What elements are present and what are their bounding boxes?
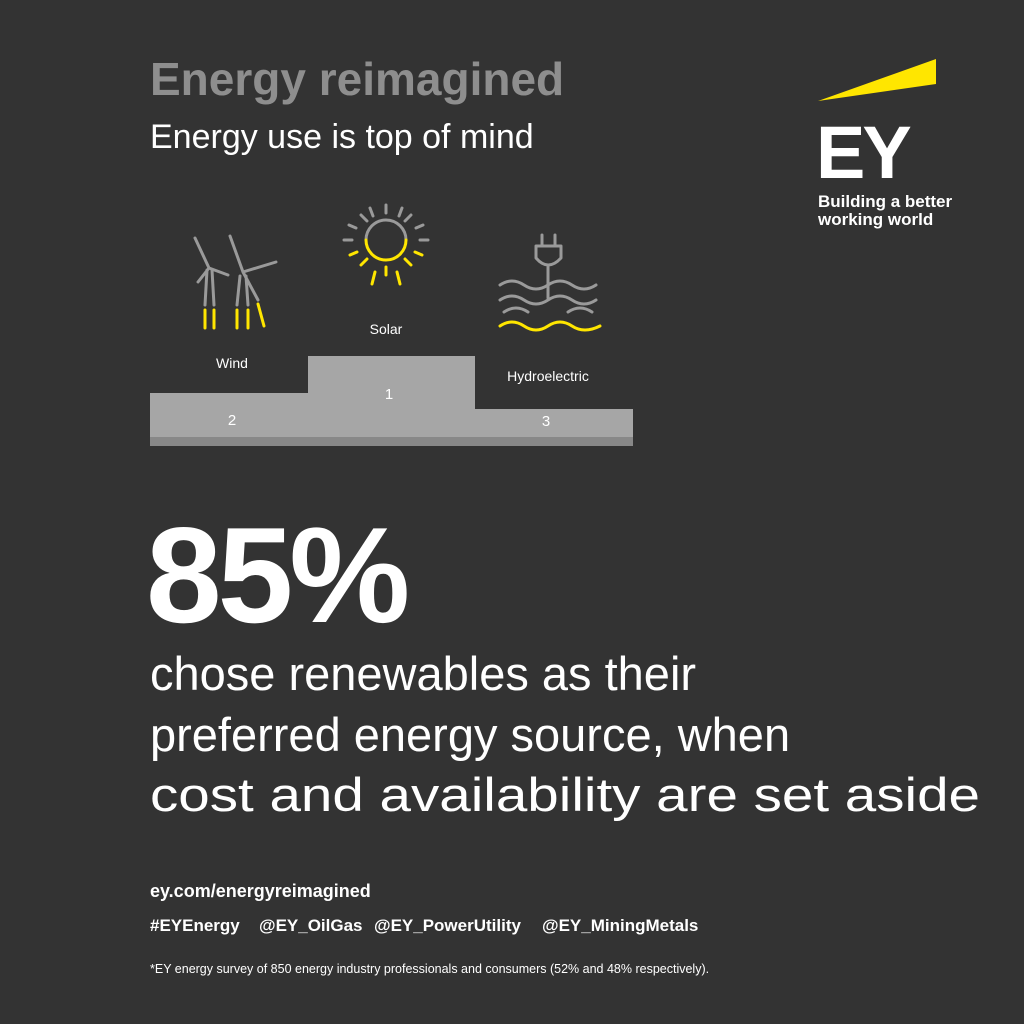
hydro-icon <box>498 233 602 332</box>
podium <box>150 356 633 446</box>
podium-rank: 1 <box>385 386 393 403</box>
podium-rank: 2 <box>228 412 236 429</box>
podium-label: Solar <box>370 321 403 337</box>
footer-tag[interactable]: @EY_MiningMetals <box>542 916 698 935</box>
stat-description: cost and availability are set aside <box>150 768 980 821</box>
footer-tag[interactable]: @EY_OilGas <box>259 916 363 935</box>
footer-tag[interactable]: @EY_PowerUtility <box>374 916 521 935</box>
wind-icon <box>193 234 278 330</box>
podium-base <box>150 437 633 446</box>
podium-step <box>308 356 475 446</box>
title: Energy reimagined <box>150 53 564 105</box>
podium-rank: 3 <box>542 413 550 430</box>
stat-description: chose renewables as their <box>150 647 696 700</box>
logo-beam <box>818 59 936 101</box>
stat-description: preferred energy source, when <box>150 708 790 761</box>
subtitle: Energy use is top of mind <box>150 118 534 156</box>
footer-tag[interactable]: #EYEnergy <box>150 916 240 935</box>
podium-label: Wind <box>216 355 248 371</box>
logo-tagline: Building a better <box>818 192 953 211</box>
solar-icon <box>342 203 430 286</box>
footnote: *EY energy survey of 850 energy industry… <box>150 962 709 976</box>
footer-link[interactable]: ey.com/energyreimagined <box>150 881 371 901</box>
podium-label: Hydroelectric <box>507 368 589 384</box>
logo-mark: EY <box>816 111 911 194</box>
stat-value: 85% <box>146 499 407 651</box>
logo-tagline: working world <box>817 210 933 229</box>
